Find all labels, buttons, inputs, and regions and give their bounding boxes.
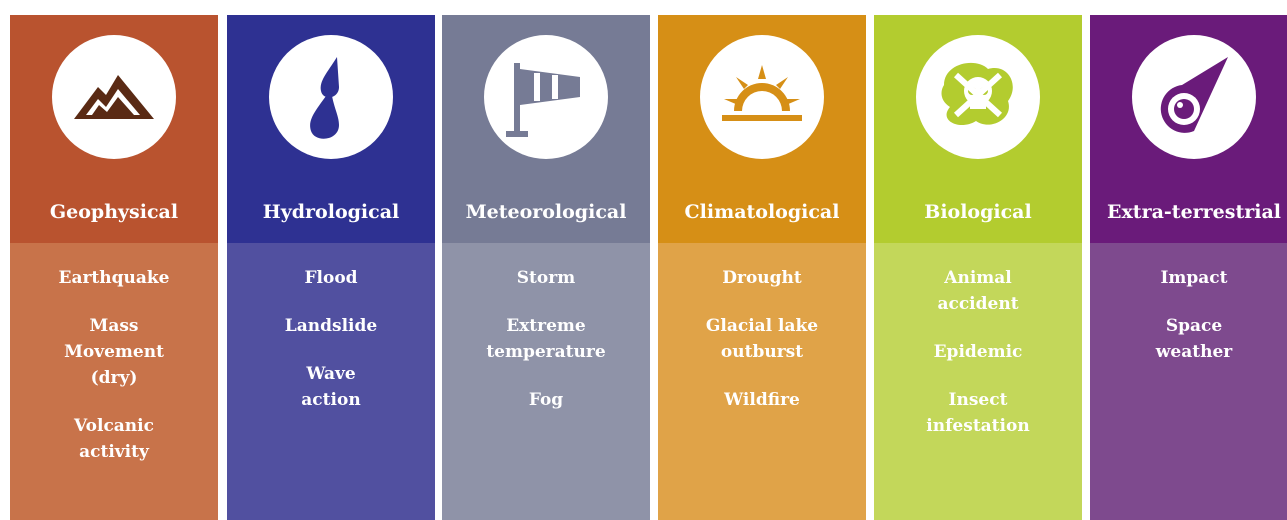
item-list: Animal accident Epidemic Insect infestation (874, 265, 1082, 439)
category-icon (1132, 35, 1256, 159)
hazard-text: Wildfire (724, 390, 800, 410)
hazard-text: Space (1165, 316, 1223, 336)
category-title: Hydrological (262, 201, 400, 223)
hazard-text: Mass (89, 316, 139, 336)
category-header: Hydrological (227, 15, 435, 243)
hazard-text: Flood (304, 268, 358, 288)
category-title: Meteorological (465, 201, 627, 223)
hazard-text: accident (937, 294, 1019, 314)
category-header: Meteorological (442, 15, 650, 243)
item-list: Drought Glacial lake outburst Wildfire (658, 265, 866, 413)
hazard-text: temperature (486, 342, 606, 362)
hazard-item: Wave action (301, 361, 360, 413)
hazard-item: Volcanic activity (74, 413, 154, 465)
category-icon (700, 35, 824, 159)
category-body: Drought Glacial lake outburst Wildfire (658, 243, 866, 520)
category-title: Climatological (684, 201, 840, 223)
category-column: Meteorological Storm Extreme temperature Fog (442, 15, 650, 520)
hazard-item: Space weather (1156, 313, 1232, 365)
category-column: Geophysical Earthquake Mass Movement (dry) Vo… (10, 15, 218, 520)
hazard-item: Wildfire (724, 387, 800, 413)
hazard-item: Animal accident (937, 265, 1018, 317)
hazard-text: action (301, 390, 361, 410)
hazard-item: Glacial lake outburst (706, 313, 818, 365)
hazard-text: Animal (944, 268, 1012, 288)
hazard-text: Extreme (506, 316, 586, 336)
category-body: Animal accident Epidemic Insect infestation (874, 243, 1082, 520)
category-body: Impact Space weather (1090, 243, 1287, 520)
hazard-item: Epidemic (934, 339, 1023, 365)
hazard-text: weather (1155, 342, 1233, 362)
category-icon (269, 35, 393, 159)
hazard-text: Fog (528, 390, 564, 410)
hazard-text: Drought (722, 268, 802, 288)
hazard-text: Storm (516, 268, 576, 288)
hazard-text: Glacial lake (705, 316, 819, 336)
hazard-item: Flood (304, 265, 357, 291)
category-body: Storm Extreme temperature Fog (442, 243, 650, 520)
hazard-text: Impact (1160, 268, 1228, 288)
hazard-text: Landslide (284, 316, 378, 336)
category-column: Extra-terrestrial Impact Space weather (1090, 15, 1287, 520)
category-icon (916, 35, 1040, 159)
category-header: Geophysical (10, 15, 218, 243)
category-body: Flood Landslide Wave action (227, 243, 435, 520)
category-header: Biological (874, 15, 1082, 243)
category-header: Climatological (658, 15, 866, 243)
hazard-item: Storm (517, 265, 575, 291)
hazard-text: Wave (306, 364, 356, 384)
hazard-item: Landslide (285, 313, 377, 339)
hazard-item: Impact (1160, 265, 1227, 291)
hazard-text: Movement (64, 342, 164, 362)
category-column: Climatological Drought Glacial lake outburs… (658, 15, 866, 520)
category-body: Earthquake Mass Movement (dry) Volcanic activ… (10, 243, 218, 520)
category-icon (52, 35, 176, 159)
hazard-item: Fog (529, 387, 563, 413)
hazard-item: Insect infestation (926, 387, 1029, 439)
hazard-text: Insect (948, 390, 1008, 410)
item-list: Storm Extreme temperature Fog (442, 265, 650, 413)
hazard-text: activity (79, 442, 149, 462)
hazard-text: Volcanic (74, 416, 154, 436)
hazard-text: (dry) (90, 368, 138, 388)
category-column: Hydrological Flood Landslide Wave action (227, 15, 435, 520)
item-list: Flood Landslide Wave action (227, 265, 435, 413)
hazard-text: Earthquake (58, 268, 170, 288)
hazard-item: Earthquake (59, 265, 170, 291)
item-list: Impact Space weather (1090, 265, 1287, 365)
category-icon (484, 35, 608, 159)
item-list: Earthquake Mass Movement (dry) Volcanic activ… (10, 265, 218, 465)
category-title: Biological (924, 201, 1032, 223)
hazard-item: Extreme temperature (486, 313, 605, 365)
hazard-item: Drought (722, 265, 802, 291)
hazard-text: Epidemic (933, 342, 1023, 362)
category-column: Biological Animal accident Epidemic Insect in… (874, 15, 1082, 520)
category-title: Geophysical (49, 201, 179, 223)
hazard-text: infestation (926, 416, 1030, 436)
hazard-text: outburst (720, 342, 804, 362)
hazard-item: Mass Movement (dry) (64, 313, 164, 391)
category-header: Extra-terrestrial (1090, 15, 1287, 243)
category-title: Extra-terrestrial (1107, 201, 1281, 223)
